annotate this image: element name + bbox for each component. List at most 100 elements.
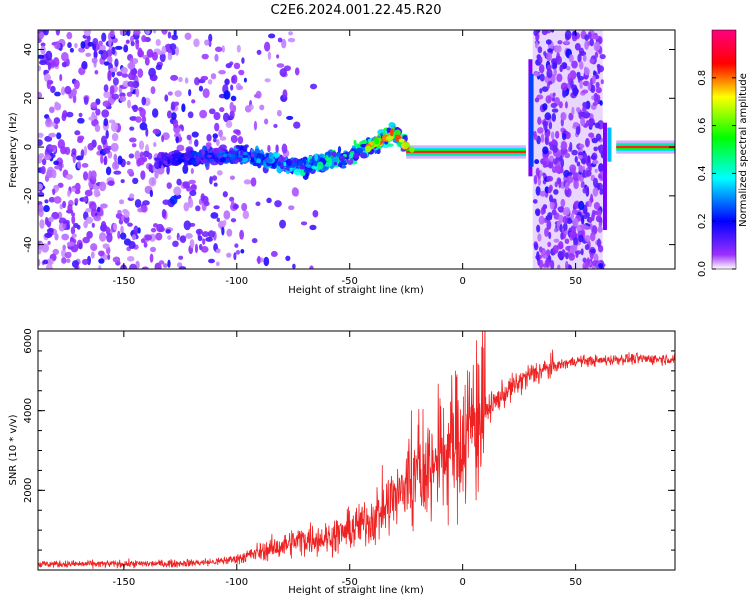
- spectrogram-blob: [48, 216, 54, 223]
- y-tick-label: 6000: [23, 328, 34, 353]
- spectrogram-blob: [257, 255, 261, 265]
- spectrogram-blob: [597, 238, 601, 248]
- spectrogram-blob: [572, 87, 579, 97]
- spectrogram-blob: [594, 122, 601, 129]
- spectrogram-blob: [592, 187, 599, 197]
- spectrogram-blob: [337, 162, 343, 168]
- spectrogram-blob: [257, 159, 261, 164]
- spectrogram-blob: [281, 38, 287, 49]
- spectrogram-blob: [577, 155, 584, 160]
- spectrogram-blob: [130, 86, 134, 93]
- spectrogram-blob: [222, 112, 230, 123]
- spectrogram-blob: [46, 118, 51, 123]
- spectrogram-blob: [39, 32, 45, 38]
- spectrogram-x-axis-label: Height of straight line (km): [288, 285, 424, 296]
- spectrogram-blob: [85, 52, 92, 57]
- spectrogram-blob: [157, 152, 162, 159]
- spectrogram-blob: [153, 142, 157, 147]
- y-tick-label: 4000: [23, 398, 34, 423]
- spectrogram-blob: [187, 198, 194, 209]
- spectrogram-blob: [571, 245, 578, 251]
- spectrogram-blob: [582, 80, 590, 87]
- spectrogram-blob: [44, 216, 49, 226]
- spectrogram-blob: [592, 101, 598, 106]
- spectrogram-blob: [351, 145, 356, 149]
- spectrogram-blob: [556, 177, 562, 185]
- spectrogram-blob: [216, 170, 223, 176]
- spectrogram-blob: [102, 254, 108, 261]
- spectrogram-blob: [534, 97, 540, 103]
- spectrogram-blob: [303, 169, 312, 174]
- spectrogram-blob: [97, 206, 101, 213]
- spectrogram-blob: [152, 74, 157, 82]
- spectrogram-blob: [242, 210, 250, 220]
- spectrogram-blob: [533, 175, 538, 185]
- spectrogram-blob: [215, 248, 221, 254]
- spectrogram-blob: [38, 38, 42, 43]
- spectrogram-blob: [230, 84, 234, 91]
- spectrogram-blob: [64, 85, 72, 95]
- colorbar-tick-label: 0.0: [697, 261, 708, 277]
- spectrogram-blob: [62, 244, 67, 251]
- x-tick-label: -100: [225, 577, 248, 588]
- spectrogram-blob: [562, 90, 567, 98]
- spectrogram-blob: [219, 107, 225, 113]
- spectrogram-blob: [597, 226, 603, 233]
- spectrogram-blob: [546, 175, 554, 182]
- spectrogram-blob: [537, 116, 542, 125]
- spectrogram-blob: [41, 243, 50, 253]
- spectrogram-blob: [231, 200, 235, 207]
- spectrogram-blob: [166, 182, 172, 189]
- spectrogram-blob: [127, 168, 134, 175]
- spectrogram-blob: [215, 261, 220, 267]
- spectrogram-blob: [219, 144, 227, 151]
- spectrogram-blob: [161, 30, 168, 35]
- spectrogram-blob: [86, 230, 93, 239]
- spectrogram-blob: [232, 159, 239, 165]
- spectrogram-blob: [202, 88, 210, 99]
- spectrogram-blob: [540, 133, 545, 143]
- spectrogram-blob: [38, 91, 43, 100]
- colorbar-tick-label: 0.2: [697, 213, 708, 229]
- spectrogram-blob: [67, 251, 72, 257]
- spectrogram-blob: [596, 209, 602, 217]
- spectrogram-blob: [582, 54, 587, 62]
- spectrogram-blob: [66, 241, 75, 247]
- spectrogram-y-ticks: -40 -20 0 20 40: [23, 43, 675, 253]
- spectrogram-blob: [599, 189, 603, 196]
- spectrogram-blob: [179, 124, 184, 129]
- spectrogram-blob: [107, 180, 115, 186]
- spectrogram-blob: [115, 212, 123, 219]
- spectrogram-blob: [201, 231, 210, 238]
- spectrogram-blob: [557, 45, 562, 53]
- spectrogram-blob: [119, 232, 127, 240]
- spectrogram-blob: [178, 76, 183, 83]
- spectrogram-blob: [316, 161, 324, 170]
- x-tick-label: 50: [569, 577, 582, 588]
- spectrogram-blob: [177, 158, 185, 163]
- spectrogram-blob: [51, 169, 57, 179]
- spectrogram-blob: [48, 196, 56, 203]
- spectrogram-blob: [50, 85, 56, 94]
- spectrogram-blob: [359, 152, 368, 159]
- spectrogram-blob: [553, 238, 560, 243]
- x-tick-label: 0: [459, 577, 465, 588]
- spectrogram-blob: [185, 233, 193, 239]
- spectrogram-blob: [183, 159, 190, 166]
- spectrogram-blob: [183, 202, 190, 212]
- spectrogram-blob: [552, 92, 556, 97]
- spectrogram-blob: [566, 66, 571, 71]
- spectrogram-blob: [132, 104, 139, 113]
- spectrogram-blob: [237, 85, 244, 91]
- spectrogram-blob: [275, 144, 279, 154]
- spectrogram-blob: [171, 157, 176, 166]
- spectrogram-blob: [167, 159, 171, 165]
- x-tick-label: -150: [112, 577, 135, 588]
- spectrogram-blob: [590, 248, 596, 254]
- spectrogram-blob: [70, 187, 77, 192]
- spectrogram-blob: [96, 191, 101, 197]
- spectrogram-blob: [55, 30, 61, 36]
- spectrogram-blob: [221, 45, 225, 53]
- spectrogram-blob: [65, 173, 73, 180]
- spectrogram-blob: [235, 250, 241, 255]
